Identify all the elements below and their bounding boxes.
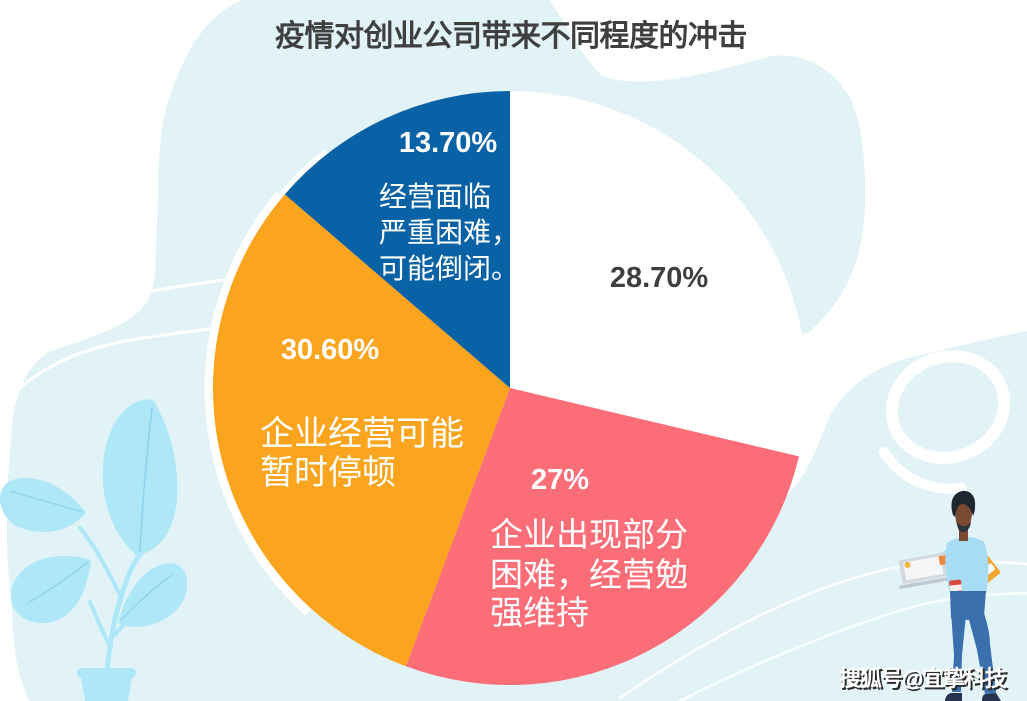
- svg-text:搜狐号@宜挚科技: 搜狐号@宜挚科技: [839, 666, 1008, 691]
- svg-text:疫情对创业公司带来不同程度的冲击: 疫情对创业公司带来不同程度的冲击: [275, 19, 747, 53]
- svg-text:可能倒闭。: 可能倒闭。: [379, 253, 519, 284]
- svg-text:搜狐号@宜挚科技: 搜狐号@宜挚科技: [841, 668, 1010, 693]
- svg-text:28.70%: 28.70%: [610, 262, 709, 294]
- svg-text:严重困难，: 严重困难，: [379, 217, 519, 248]
- svg-text:13.70%: 13.70%: [399, 127, 498, 159]
- svg-text:27%: 27%: [531, 464, 589, 496]
- svg-text:暂时停顿: 暂时停顿: [260, 454, 396, 492]
- svg-text:经营面临: 经营面临: [379, 181, 491, 212]
- svg-text:企业经营可能: 企业经营可能: [260, 415, 464, 453]
- svg-text:强维持: 强维持: [490, 594, 589, 631]
- svg-text:企业出现部分: 企业出现部分: [490, 516, 688, 553]
- svg-text:30.60%: 30.60%: [281, 334, 380, 366]
- svg-text:困难，经营勉: 困难，经营勉: [490, 556, 688, 593]
